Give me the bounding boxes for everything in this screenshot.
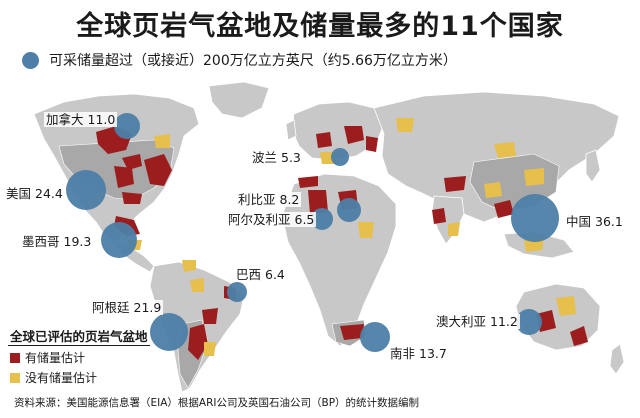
- basin-australia-yellow: [556, 296, 576, 316]
- basin-india-yellow: [448, 222, 460, 236]
- basin-argentina: [188, 324, 208, 360]
- legend-title: 全球已评估的页岩气盆地: [8, 326, 150, 346]
- bubble-poland: [331, 148, 349, 166]
- basin-usa-central: [114, 166, 134, 188]
- page-title: 全球页岩气盆地及储量最多的11个国家: [76, 11, 564, 42]
- basin-europe-2: [366, 136, 378, 152]
- bubble-south-africa: [360, 322, 390, 352]
- basins-with-estimate: [96, 126, 588, 360]
- basin-south-america-yellow: [190, 278, 204, 292]
- label-south-africa: 南非 13.7: [388, 346, 449, 361]
- bubble-algeria: [311, 208, 333, 230]
- basin-china: [494, 200, 514, 218]
- label-usa: 美国 24.4: [4, 186, 65, 201]
- basin-colombia: [182, 260, 196, 272]
- basin-ny-canada: [154, 134, 170, 148]
- greenland-landmass: [208, 81, 270, 119]
- basin-india: [432, 208, 446, 224]
- basin-russia: [396, 118, 414, 132]
- label-argentina: 阿根廷 21.9: [90, 300, 164, 315]
- label-china: 中国 36.1: [564, 214, 625, 229]
- label-mexico: 墨西哥 19.3: [20, 234, 94, 249]
- world-map: 加拿大 11.0 美国 24.4 墨西哥 19.3 巴西 6.4 阿根廷 21.…: [4, 74, 636, 396]
- new-zealand-landmass: [609, 343, 625, 375]
- world-map-svg: [33, 81, 625, 393]
- subtitle-text: 可采储量超过（或接近）200万亿立方英尺（约5.66万亿立方米）: [49, 53, 457, 69]
- bubble-canada: [114, 113, 140, 139]
- basin-china-yellow-2: [484, 182, 502, 198]
- legend-swatch-yellow: [10, 372, 20, 383]
- basin-paraguay: [202, 308, 218, 324]
- bubble-legend-icon: [22, 51, 39, 69]
- source-note: 资料来源：美国能源信息署（EIA）根据ARI公司及英国石油公司（BP）的统计数据…: [14, 397, 420, 409]
- basin-mongolia: [494, 142, 516, 158]
- basin-algeria: [308, 190, 328, 214]
- bubble-australia: [516, 309, 542, 335]
- basin-china-yellow: [524, 168, 544, 186]
- bubble-mexico: [101, 222, 137, 258]
- label-libya: 利比亚 8.2: [236, 192, 302, 207]
- basin-south-africa: [340, 324, 364, 340]
- basin-north-africa: [298, 176, 318, 188]
- bubble-usa: [66, 170, 106, 210]
- basin-usa-south: [122, 192, 142, 204]
- label-poland: 波兰 5.3: [250, 150, 303, 165]
- basin-africa-yellow: [358, 222, 374, 238]
- reserve-bubbles: [66, 113, 559, 352]
- label-algeria: 阿尔及利亚 6.5: [226, 212, 317, 227]
- legend-subtitle: 可采储量超过（或接近）200万亿立方英尺（约5.66万亿立方米）: [22, 50, 457, 70]
- uk-landmass: [285, 119, 297, 141]
- basin-middle-east: [444, 176, 466, 192]
- basins-without-estimate: [128, 118, 576, 356]
- bubble-libya: [337, 198, 361, 222]
- legend-item-with-estimate: 有储量估计: [8, 349, 118, 366]
- legend-label-with-estimate: 有储量估计: [25, 351, 86, 365]
- bubble-argentina: [150, 313, 188, 351]
- legend-label-no-estimate: 没有储量估计: [25, 371, 98, 385]
- basin-legend: 全球已评估的页岩气盆地 有储量估计 没有储量估计: [8, 326, 153, 386]
- bubble-china: [511, 194, 559, 242]
- label-canada: 加拿大 11.0: [44, 112, 118, 127]
- bubble-brazil: [227, 282, 247, 302]
- basin-australia-2: [570, 326, 588, 346]
- legend-item-no-estimate: 没有储量估计: [8, 369, 118, 386]
- basin-europe: [316, 132, 332, 148]
- label-australia: 澳大利亚 11.2: [434, 314, 520, 329]
- basin-south-america-yellow-2: [204, 342, 216, 356]
- japan-landmass: [585, 149, 601, 183]
- label-brazil: 巴西 6.4: [234, 267, 287, 282]
- basin-canada-2: [122, 154, 142, 170]
- basin-poland: [344, 126, 364, 144]
- legend-swatch-red: [10, 352, 20, 363]
- basin-usa-east: [144, 154, 172, 186]
